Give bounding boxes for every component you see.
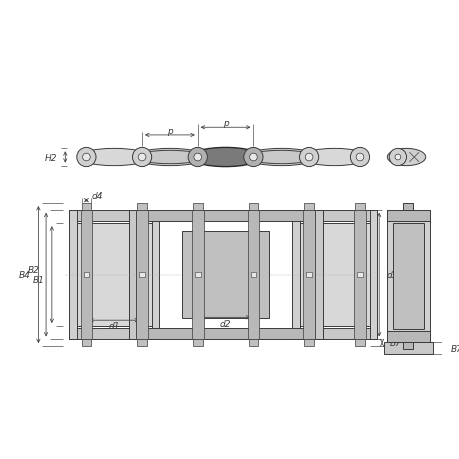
Bar: [291, 210, 299, 340]
Text: d4: d4: [91, 191, 102, 201]
Bar: [386, 210, 429, 222]
Bar: [139, 272, 145, 278]
Bar: [299, 224, 369, 326]
Text: H2: H2: [45, 153, 57, 162]
Text: B7: B7: [389, 339, 401, 347]
Text: B1: B1: [33, 275, 45, 284]
Bar: [137, 340, 146, 347]
Bar: [248, 204, 257, 210]
Bar: [386, 331, 429, 342]
Circle shape: [305, 154, 312, 162]
Bar: [81, 204, 91, 210]
Bar: [192, 340, 202, 347]
Ellipse shape: [135, 151, 204, 164]
Bar: [69, 210, 159, 222]
Circle shape: [132, 148, 151, 167]
Bar: [353, 210, 365, 340]
Ellipse shape: [246, 151, 315, 164]
Bar: [386, 210, 429, 342]
Bar: [129, 210, 322, 222]
Bar: [383, 342, 432, 354]
Bar: [356, 272, 362, 278]
Bar: [191, 210, 203, 340]
Ellipse shape: [386, 149, 425, 166]
Bar: [291, 210, 376, 222]
Circle shape: [388, 149, 406, 166]
Bar: [314, 210, 322, 340]
Text: p: p: [222, 119, 228, 128]
Ellipse shape: [190, 148, 261, 167]
Circle shape: [77, 148, 96, 167]
Bar: [69, 210, 77, 340]
Ellipse shape: [78, 149, 151, 166]
Bar: [137, 204, 146, 210]
Bar: [80, 210, 92, 340]
Circle shape: [394, 155, 400, 161]
Bar: [129, 328, 322, 340]
Text: B4: B4: [19, 270, 31, 280]
Bar: [304, 340, 313, 347]
Bar: [354, 204, 364, 210]
Bar: [354, 340, 364, 347]
Circle shape: [82, 154, 90, 162]
Bar: [302, 210, 314, 340]
Circle shape: [188, 148, 207, 167]
Bar: [306, 272, 311, 278]
Text: d2: d2: [219, 319, 231, 328]
Circle shape: [249, 154, 257, 162]
Ellipse shape: [300, 149, 368, 166]
Bar: [192, 204, 202, 210]
Bar: [195, 272, 200, 278]
Bar: [402, 342, 412, 349]
Bar: [129, 210, 136, 340]
Bar: [248, 340, 257, 347]
Text: d3: d3: [386, 270, 397, 280]
Circle shape: [243, 148, 263, 167]
Ellipse shape: [133, 149, 206, 166]
Bar: [291, 328, 376, 340]
Bar: [81, 340, 91, 347]
Circle shape: [194, 154, 201, 162]
Text: d1: d1: [108, 322, 120, 331]
Bar: [84, 272, 89, 278]
Bar: [392, 224, 423, 329]
Bar: [182, 231, 268, 319]
Text: B7: B7: [450, 344, 459, 353]
Circle shape: [350, 148, 369, 167]
Bar: [402, 204, 412, 210]
Bar: [151, 210, 159, 340]
Circle shape: [355, 154, 363, 162]
Text: p: p: [167, 126, 173, 135]
Bar: [77, 224, 151, 326]
Bar: [247, 210, 258, 340]
Bar: [250, 272, 256, 278]
Circle shape: [299, 148, 318, 167]
Text: B2: B2: [28, 266, 39, 274]
Circle shape: [138, 154, 146, 162]
Bar: [69, 328, 159, 340]
Bar: [136, 210, 147, 340]
Ellipse shape: [244, 149, 317, 166]
Bar: [369, 210, 376, 340]
Bar: [304, 204, 313, 210]
